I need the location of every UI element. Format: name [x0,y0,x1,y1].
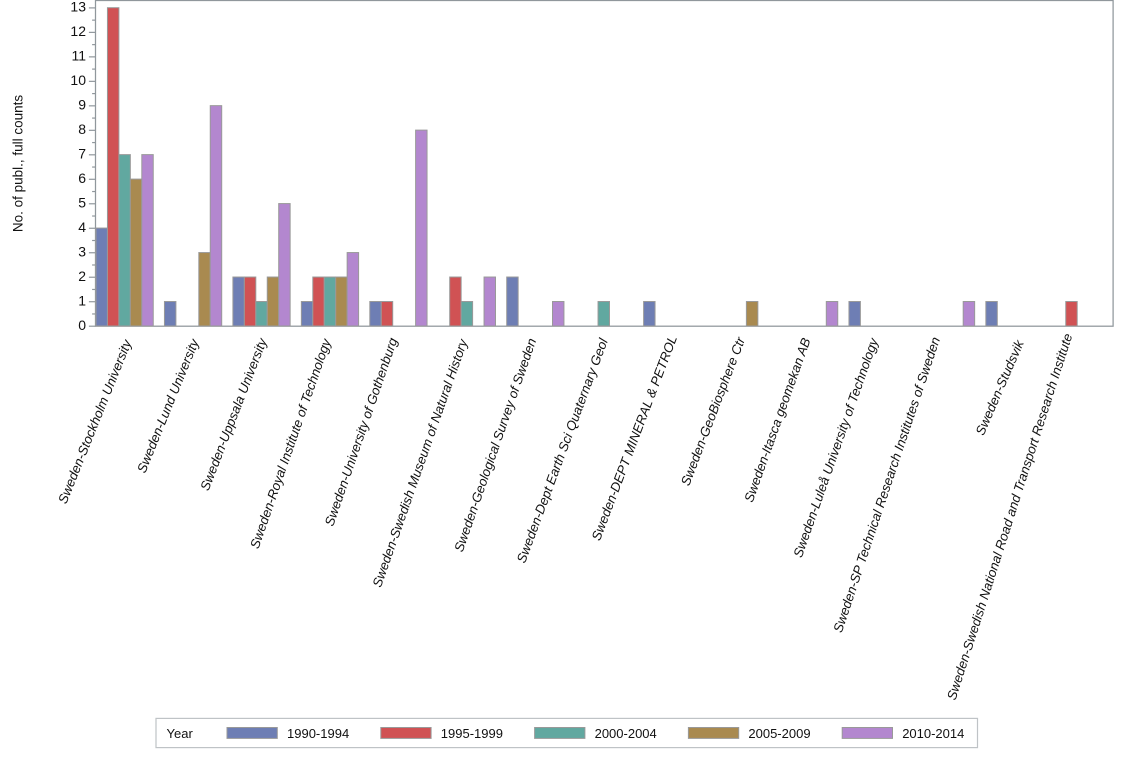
svg-text:11: 11 [71,48,86,64]
svg-text:1: 1 [78,293,86,309]
svg-text:13: 13 [70,0,86,15]
svg-text:5: 5 [78,195,86,211]
svg-text:12: 12 [70,23,86,39]
svg-text:Year: Year [167,726,194,741]
svg-text:8: 8 [78,121,86,137]
svg-text:2000-2004: 2000-2004 [595,726,657,741]
svg-text:9: 9 [78,97,86,113]
svg-text:2010-2014: 2010-2014 [902,726,964,741]
svg-text:4: 4 [78,219,86,235]
svg-text:No. of publ., full counts: No. of publ., full counts [11,95,26,233]
svg-text:2: 2 [78,268,86,284]
svg-text:0: 0 [78,317,86,333]
svg-text:1995-1999: 1995-1999 [441,726,503,741]
svg-text:7: 7 [78,146,86,162]
svg-text:1990-1994: 1990-1994 [287,726,349,741]
svg-text:6: 6 [78,170,86,186]
svg-text:3: 3 [78,244,86,260]
svg-text:10: 10 [70,72,86,88]
svg-text:2005-2009: 2005-2009 [748,726,810,741]
